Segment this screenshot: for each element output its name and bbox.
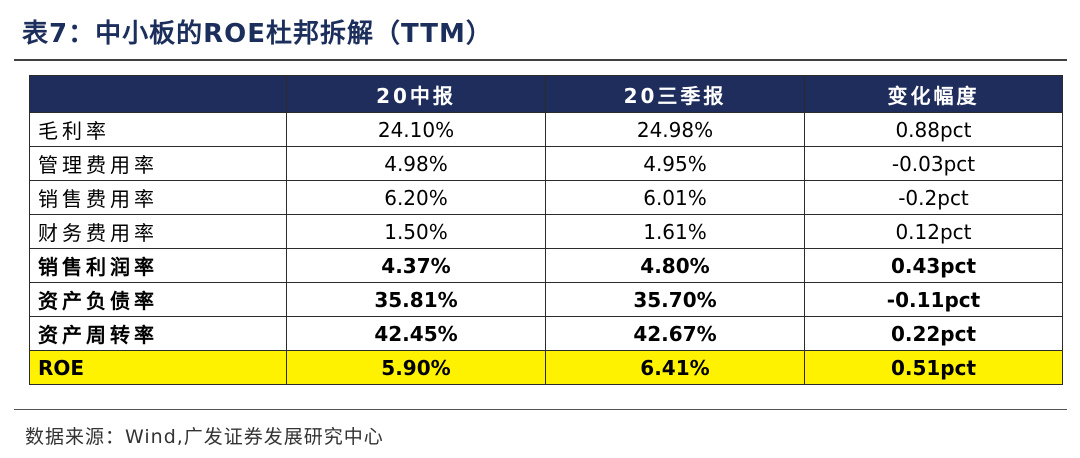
row-label: 销售费用率 [29,180,287,215]
cell-h1: 6.20% [286,180,546,215]
header-cell-empty [29,75,287,113]
cell-h1: 4.98% [286,146,546,181]
cell-h1: 5.90% [286,350,546,385]
header-row: 20中报 20三季报 变化幅度 [29,75,1063,113]
source-divider [14,409,1067,410]
cell-change: -0.11pct [804,282,1063,317]
row-label: 资产负债率 [29,282,287,317]
table-row: 毛利率 24.10% 24.98% 0.88pct [29,112,1063,147]
table-row: 资产周转率 42.45% 42.67% 0.22pct [29,316,1063,351]
table-row: 管理费用率 4.98% 4.95% -0.03pct [29,146,1063,181]
cell-h1: 1.50% [286,214,546,249]
cell-q3: 1.61% [545,214,805,249]
row-label: ROE [29,350,287,385]
cell-change: 0.51pct [804,350,1063,385]
cell-q3: 6.41% [545,350,805,385]
cell-change: 0.22pct [804,316,1063,351]
cell-q3: 42.67% [545,316,805,351]
cell-change: 0.12pct [804,214,1063,249]
row-label: 销售利润率 [29,248,287,283]
cell-change: 0.88pct [804,112,1063,147]
cell-h1: 35.81% [286,282,546,317]
cell-h1: 4.37% [286,248,546,283]
cell-q3: 4.95% [545,146,805,181]
row-label: 管理费用率 [29,146,287,181]
source-note: 数据来源：Wind,广发证券发展研究中心 [25,426,384,448]
cell-change: -0.03pct [804,146,1063,181]
cell-q3: 24.98% [545,112,805,147]
table-row: 销售利润率 4.37% 4.80% 0.43pct [29,248,1063,283]
cell-q3: 6.01% [545,180,805,215]
header-cell-change: 变化幅度 [804,75,1063,113]
cell-q3: 4.80% [545,248,805,283]
cell-h1: 42.45% [286,316,546,351]
row-label: 财务费用率 [29,214,287,249]
roe-dupont-table: 20中报 20三季报 变化幅度 毛利率 24.10% 24.98% 0.88pc… [29,75,1063,385]
header-cell-h1: 20中报 [286,75,546,113]
cell-change: 0.43pct [804,248,1063,283]
title-divider [14,59,1067,61]
table-row: 财务费用率 1.50% 1.61% 0.12pct [29,214,1063,249]
table-row: 销售费用率 6.20% 6.01% -0.2pct [29,180,1063,215]
cell-change: -0.2pct [804,180,1063,215]
table-row: 资产负债率 35.81% 35.70% -0.11pct [29,282,1063,317]
row-label: 资产周转率 [29,316,287,351]
roe-highlight-row: ROE 5.90% 6.41% 0.51pct [29,350,1063,385]
cell-q3: 35.70% [545,282,805,317]
row-label: 毛利率 [29,112,287,147]
header-cell-q3: 20三季报 [545,75,805,113]
cell-h1: 24.10% [286,112,546,147]
table-title: 表7：中小板的ROE杜邦拆解（TTM） [22,19,493,49]
